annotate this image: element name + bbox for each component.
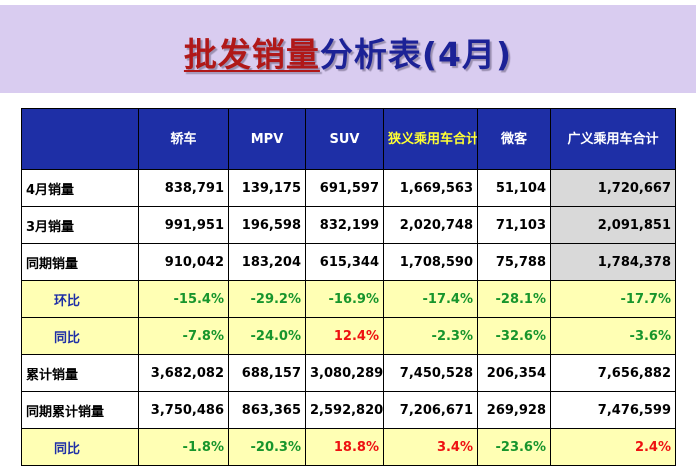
- table-cell: 1,708,590: [383, 243, 478, 281]
- table-cell: 139,175: [228, 169, 306, 207]
- table-row: 同期销量 910,042 183,204 615,344 1,708,590 7…: [21, 243, 676, 281]
- title-highlight: 批发销量: [183, 35, 320, 74]
- table-cell: -17.7%: [550, 280, 676, 318]
- table-cell: -28.1%: [477, 280, 551, 318]
- table-cell: 18.8%: [305, 428, 384, 466]
- table-cell: -23.6%: [477, 428, 551, 466]
- row-label: 累计销量: [21, 354, 139, 392]
- table-cell: 3,080,289: [305, 354, 384, 392]
- table-row: 累计销量 3,682,082 688,157 3,080,289 7,450,5…: [21, 354, 676, 392]
- table-row: 同比 -1.8% -20.3% 18.8% 3.4% -23.6% 2.4%: [21, 428, 676, 466]
- table-row: 同比 -7.8% -24.0% 12.4% -2.3% -32.6% -3.6%: [21, 317, 676, 355]
- table-row: 3月销量 991,951 196,598 832,199 2,020,748 7…: [21, 206, 676, 244]
- header-broad-total: 广义乘用车合计: [550, 108, 676, 170]
- header-corner: [21, 108, 139, 170]
- table-cell: 838,791: [138, 169, 229, 207]
- table-row: 环比 -15.4% -29.2% -16.9% -17.4% -28.1% -1…: [21, 280, 676, 318]
- table-cell: 615,344: [305, 243, 384, 281]
- header-row: 轿车 MPV SUV 狭义乘用车合计 微客 广义乘用车合计: [21, 108, 676, 170]
- table-cell: 991,951: [138, 206, 229, 244]
- header-sedan: 轿车: [138, 108, 229, 170]
- row-label: 3月销量: [21, 206, 139, 244]
- table-cell: 183,204: [228, 243, 306, 281]
- row-label: 环比: [21, 280, 139, 318]
- table-cell: 7,656,882: [550, 354, 676, 392]
- table-cell: 1,669,563: [383, 169, 478, 207]
- row-label: 同比: [21, 317, 139, 355]
- table-cell: 1,720,667: [550, 169, 676, 207]
- table-cell: 7,206,671: [383, 391, 478, 429]
- table-cell: -29.2%: [228, 280, 306, 318]
- table-cell: 2,091,851: [550, 206, 676, 244]
- table-cell: -1.8%: [138, 428, 229, 466]
- table-cell: -15.4%: [138, 280, 229, 318]
- table-cell: 75,788: [477, 243, 551, 281]
- sales-table: 轿车 MPV SUV 狭义乘用车合计 微客 广义乘用车合计 4月销量 838,7…: [21, 108, 676, 466]
- table-cell: 3,682,082: [138, 354, 229, 392]
- table-cell: 691,597: [305, 169, 384, 207]
- table-cell: 832,199: [305, 206, 384, 244]
- table-body: 4月销量 838,791 139,175 691,597 1,669,563 5…: [21, 169, 676, 466]
- table-cell: 51,104: [477, 169, 551, 207]
- row-label: 4月销量: [21, 169, 139, 207]
- table-cell: 910,042: [138, 243, 229, 281]
- table-cell: -2.3%: [383, 317, 478, 355]
- table-cell: 196,598: [228, 206, 306, 244]
- table-cell: 1,784,378: [550, 243, 676, 281]
- table-cell: 2,592,820: [305, 391, 384, 429]
- header-mpv: MPV: [228, 108, 306, 170]
- table-cell: 12.4%: [305, 317, 384, 355]
- row-label: 同比: [21, 428, 139, 466]
- page-title: 批发销量分析表(4月): [0, 28, 696, 76]
- table-cell: 2.4%: [550, 428, 676, 466]
- table-cell: 2,020,748: [383, 206, 478, 244]
- table-cell: -24.0%: [228, 317, 306, 355]
- table-cell: -32.6%: [477, 317, 551, 355]
- table-cell: 7,476,599: [550, 391, 676, 429]
- row-label: 同期销量: [21, 243, 139, 281]
- row-label: 同期累计销量: [21, 391, 139, 429]
- header-narrow-total: 狭义乘用车合计: [383, 108, 478, 170]
- table-cell: 688,157: [228, 354, 306, 392]
- table-cell: 269,928: [477, 391, 551, 429]
- table-cell: 3,750,486: [138, 391, 229, 429]
- table-cell: -7.8%: [138, 317, 229, 355]
- table-cell: -17.4%: [383, 280, 478, 318]
- table-row: 同期累计销量 3,750,486 863,365 2,592,820 7,206…: [21, 391, 676, 429]
- table-cell: -16.9%: [305, 280, 384, 318]
- table-cell: 206,354: [477, 354, 551, 392]
- table-cell: -20.3%: [228, 428, 306, 466]
- table-row: 4月销量 838,791 139,175 691,597 1,669,563 5…: [21, 169, 676, 207]
- header-suv: SUV: [305, 108, 384, 170]
- table-cell: 3.4%: [383, 428, 478, 466]
- table-cell: -3.6%: [550, 317, 676, 355]
- title-band: [0, 5, 696, 93]
- table-cell: 863,365: [228, 391, 306, 429]
- title-rest: 分析表(4月): [319, 35, 513, 74]
- table-cell: 71,103: [477, 206, 551, 244]
- header-minivan: 微客: [477, 108, 551, 170]
- table-cell: 7,450,528: [383, 354, 478, 392]
- table-header: 轿车 MPV SUV 狭义乘用车合计 微客 广义乘用车合计: [21, 108, 676, 170]
